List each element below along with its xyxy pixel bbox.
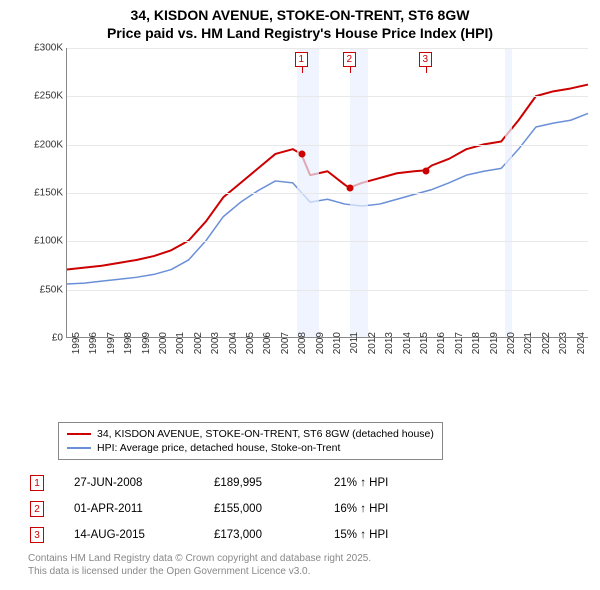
y-axis-label: £250K [29,91,63,102]
sale-marker-tick [302,67,303,73]
x-axis-label: 1999 [141,332,152,354]
footer-line-1: Contains HM Land Registry data © Crown c… [28,552,371,565]
x-axis-label: 2002 [193,332,204,354]
y-axis-label: £0 [29,333,63,344]
x-axis-label: 1998 [123,332,134,354]
sale-date: 01-APR-2011 [74,503,214,515]
x-axis-label: 2021 [523,332,534,354]
footer-line-2: This data is licensed under the Open Gov… [28,565,371,578]
y-axis-label: £100K [29,236,63,247]
chart-area: £0£50K£100K£150K£200K£250K£300K199519961… [28,48,588,378]
legend-label: HPI: Average price, detached house, Stok… [97,442,340,454]
sale-dot [298,151,305,158]
sales-table: 1 27-JUN-2008£189,99521% ↑ HPI 2 01-APR-201… [30,470,454,548]
legend-swatch [67,447,91,449]
gridline [67,96,588,97]
legend-swatch [67,433,91,435]
sale-index-box: 3 [30,527,44,543]
sale-marker-box: 3 [419,52,432,67]
sale-index-box: 2 [30,501,44,517]
x-axis-label: 2012 [367,332,378,354]
legend-item: 34, KISDON AVENUE, STOKE-ON-TRENT, ST6 8… [67,427,434,441]
x-axis-label: 2013 [384,332,395,354]
x-axis-label: 2009 [315,332,326,354]
title-line-2: Price paid vs. HM Land Registry's House … [0,24,600,42]
legend-box: 34, KISDON AVENUE, STOKE-ON-TRENT, ST6 8… [58,422,443,460]
footer-attribution: Contains HM Land Registry data © Crown c… [28,552,371,578]
y-axis-label: £150K [29,188,63,199]
x-axis-label: 2017 [454,332,465,354]
x-axis-label: 2001 [175,332,186,354]
x-axis-label: 2007 [280,332,291,354]
x-axis-label: 2011 [349,332,360,354]
x-axis-label: 1996 [88,332,99,354]
gridline [67,193,588,194]
sale-diff: 15% ↑ HPI [334,529,454,541]
gridline [67,48,588,49]
x-axis-label: 2006 [262,332,273,354]
title-line-1: 34, KISDON AVENUE, STOKE-ON-TRENT, ST6 8… [0,6,600,24]
x-axis-label: 2020 [506,332,517,354]
x-axis-label: 2018 [471,332,482,354]
sale-price: £155,000 [214,503,334,515]
sales-row: 1 27-JUN-2008£189,99521% ↑ HPI [30,470,454,496]
x-axis-label: 2015 [419,332,430,354]
sale-date: 14-AUG-2015 [74,529,214,541]
x-axis-label: 1995 [71,332,82,354]
sale-price: £173,000 [214,529,334,541]
sale-diff: 16% ↑ HPI [334,503,454,515]
x-axis-label: 2016 [436,332,447,354]
chart-title: 34, KISDON AVENUE, STOKE-ON-TRENT, ST6 8… [0,0,600,42]
gridline [67,290,588,291]
y-axis-label: £200K [29,139,63,150]
x-axis-label: 2010 [332,332,343,354]
sale-dot [346,185,353,192]
legend-item: HPI: Average price, detached house, Stok… [67,441,434,455]
x-axis-label: 2003 [210,332,221,354]
sale-marker-box: 1 [295,52,308,67]
sales-row: 3 14-AUG-2015£173,00015% ↑ HPI [30,522,454,548]
sale-marker-box: 2 [343,52,356,67]
y-axis-label: £300K [29,43,63,54]
x-axis-label: 2024 [576,332,587,354]
x-axis-label: 2008 [297,332,308,354]
sale-dot [422,167,429,174]
y-axis-label: £50K [29,284,63,295]
x-axis-label: 2005 [245,332,256,354]
sales-row: 2 01-APR-2011£155,00016% ↑ HPI [30,496,454,522]
sale-marker-tick [426,67,427,73]
x-axis-label: 2004 [228,332,239,354]
x-axis-label: 2014 [402,332,413,354]
gridline [67,241,588,242]
x-axis-label: 1997 [106,332,117,354]
gridline [67,145,588,146]
sale-diff: 21% ↑ HPI [334,477,454,489]
plot-region: £0£50K£100K£150K£200K£250K£300K199519961… [66,48,588,338]
x-axis-label: 2000 [158,332,169,354]
sale-price: £189,995 [214,477,334,489]
legend-label: 34, KISDON AVENUE, STOKE-ON-TRENT, ST6 8… [97,428,434,440]
sale-marker-tick [350,67,351,73]
x-axis-label: 2019 [489,332,500,354]
sale-index-box: 1 [30,475,44,491]
x-axis-label: 2023 [558,332,569,354]
x-axis-label: 2022 [541,332,552,354]
sale-date: 27-JUN-2008 [74,477,214,489]
